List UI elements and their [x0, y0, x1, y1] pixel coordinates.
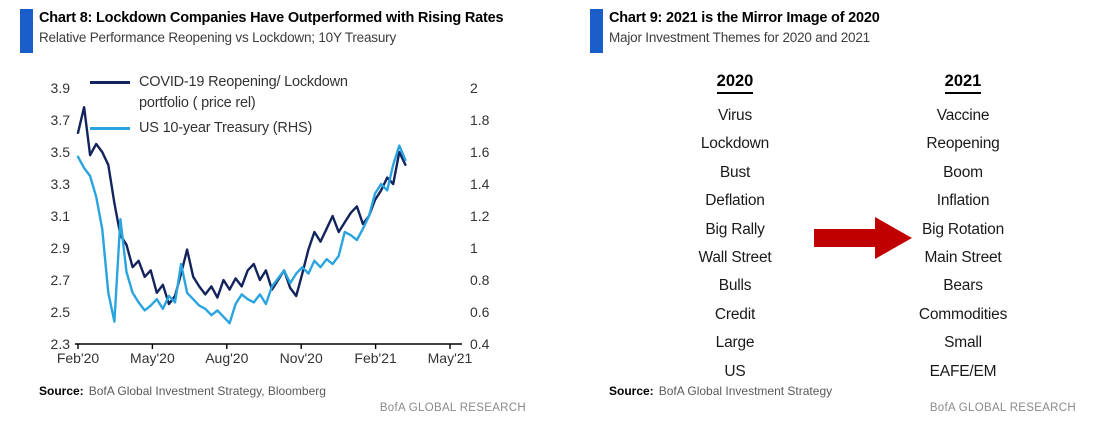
theme-item: Deflation	[705, 192, 765, 210]
line-chart: COVID-19 Reopening/ Lockdown portfolio (…	[20, 68, 540, 373]
theme-item: Commodities	[918, 305, 1008, 323]
right-y-tick-label: 1.2	[470, 208, 490, 224]
theme-item: Lockdown	[700, 135, 770, 153]
legend-entry: US 10-year Treasury (RHS)	[90, 118, 377, 139]
chart9-panel: Chart 9: 2021 is the Mirror Image of 202…	[590, 6, 1090, 426]
themes-column-2021: 2021 Vaccine Reopening Boom Inflation Big Ro…	[858, 68, 1068, 386]
legend-entry: COVID-19 Reopening/ Lockdown portfolio (…	[90, 72, 377, 114]
chart9-header: Chart 9: 2021 is the Mirror Image of 202…	[609, 8, 1089, 47]
theme-item: Bears	[943, 277, 983, 295]
series-line-right	[76, 144, 407, 325]
theme-item: Big Rotation	[921, 220, 1005, 238]
left-y-tick-label: 2.5	[50, 304, 70, 320]
theme-item: Wall Street	[698, 249, 772, 267]
chart9-source: Source: BofA Global Investment Strategy	[609, 384, 832, 398]
theme-item: Inflation	[936, 192, 990, 210]
x-tick-label: Feb'21	[354, 350, 397, 366]
right-y-tick-label: 1.6	[470, 144, 490, 160]
theme-item: Bust	[719, 163, 751, 181]
theme-item: Reopening	[926, 135, 1000, 153]
chart9-subtitle: Major Investment Themes for 2020 and 202…	[609, 30, 870, 45]
line-chart-svg	[75, 106, 462, 349]
source-label: Source:	[609, 384, 654, 398]
legend-line-swatch	[90, 127, 130, 130]
theme-item: Large	[715, 334, 755, 352]
legend-line-swatch	[90, 81, 130, 84]
theme-item: US	[724, 362, 746, 380]
column-header-2021: 2021	[944, 72, 982, 94]
right-y-tick-label: 1.8	[470, 112, 490, 128]
series-line-left	[76, 106, 407, 306]
x-tick-label: Nov'20	[279, 350, 323, 366]
bofa-watermark: BofA GLOBAL RESEARCH	[379, 402, 526, 414]
chart8-subtitle: Relative Performance Reopening vs Lockdo…	[39, 30, 396, 45]
theme-item: Boom	[943, 163, 983, 181]
x-tick-label: Aug'20	[205, 350, 249, 366]
title-accent-bar	[20, 9, 33, 53]
left-y-tick-label: 2.7	[50, 272, 70, 288]
themes-column-2020: 2020 Virus Lockdown Bust Deflation Big Rally…	[630, 68, 840, 386]
left-y-tick-label: 2.9	[50, 240, 70, 256]
theme-list-2021: Vaccine Reopening Boom Inflation Big Rotatio…	[858, 102, 1068, 386]
theme-item: Small	[944, 334, 982, 352]
bofa-watermark: BofA GLOBAL RESEARCH	[929, 402, 1076, 414]
left-y-tick-label: 3.7	[50, 112, 70, 128]
chart-legend: COVID-19 Reopening/ Lockdown portfolio (…	[90, 72, 377, 143]
chart8-panel: Chart 8: Lockdown Companies Have Outperf…	[20, 6, 540, 426]
right-y-tick-label: 2	[470, 80, 478, 96]
theme-list-2020: Virus Lockdown Bust Deflation Big Rally Wall …	[630, 102, 840, 386]
right-y-tick-label: 0.6	[470, 304, 490, 320]
title-accent-bar	[590, 9, 603, 53]
chart8-title: Chart 8: Lockdown Companies Have Outperf…	[39, 10, 504, 26]
theme-item: Big Rally	[705, 220, 765, 238]
x-tick-label: May'21	[427, 350, 473, 366]
source-text: BofA Global Investment Strategy, Bloombe…	[88, 384, 326, 398]
theme-item: Bulls	[718, 277, 752, 295]
left-y-tick-label: 3.9	[50, 80, 70, 96]
left-y-tick-label: 3.1	[50, 208, 70, 224]
source-text: BofA Global Investment Strategy	[658, 384, 833, 398]
legend-label: US 10-year Treasury (RHS)	[139, 120, 313, 136]
theme-item: EAFE/EM	[929, 362, 997, 380]
theme-item: Main Street	[924, 249, 1002, 267]
right-y-tick-label: 1.4	[470, 176, 490, 192]
x-tick-label: May'20	[130, 350, 175, 366]
theme-item: Vaccine	[936, 107, 990, 124]
legend-label: COVID-19 Reopening/ Lockdown portfolio (…	[139, 74, 348, 111]
left-y-tick-label: 3.5	[50, 144, 70, 160]
right-y-tick-label: 0.8	[470, 272, 490, 288]
left-y-tick-label: 2.3	[50, 336, 70, 352]
chart8-source: Source: BofA Global Investment Strategy, …	[39, 384, 326, 398]
x-tick-label: Feb'20	[56, 350, 100, 366]
theme-item: Credit	[714, 305, 756, 323]
chart8-header: Chart 8: Lockdown Companies Have Outperf…	[39, 8, 519, 47]
theme-item: Virus	[717, 107, 753, 124]
right-arrow-icon	[814, 217, 912, 259]
right-y-tick-label: 0.4	[470, 336, 490, 352]
right-y-tick-label: 1	[470, 240, 478, 256]
chart9-title: Chart 9: 2021 is the Mirror Image of 202…	[609, 10, 880, 26]
column-header-2020: 2020	[716, 72, 754, 94]
source-label: Source:	[39, 384, 84, 398]
left-y-tick-label: 3.3	[50, 176, 70, 192]
